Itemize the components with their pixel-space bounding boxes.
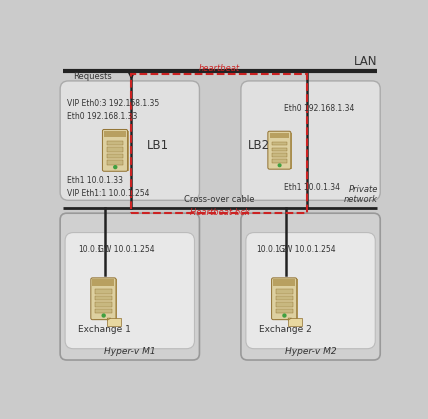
Text: heartbeat: heartbeat	[199, 64, 240, 73]
Bar	[107, 160, 124, 165]
Bar	[272, 153, 287, 157]
Bar	[131, 75, 307, 213]
Polygon shape	[288, 318, 291, 321]
Bar	[107, 141, 124, 145]
Text: LB1: LB1	[146, 139, 169, 152]
Bar	[273, 279, 295, 286]
Bar	[95, 290, 112, 294]
Bar	[107, 154, 124, 158]
Bar	[276, 309, 293, 313]
Text: Cross-over cable: Cross-over cable	[184, 194, 255, 204]
Bar	[276, 290, 293, 294]
Text: Eth1 10.0.1.33: Eth1 10.0.1.33	[68, 176, 123, 185]
Circle shape	[102, 314, 105, 317]
FancyBboxPatch shape	[102, 129, 128, 171]
Text: 10.0.1.2: 10.0.1.2	[256, 246, 287, 254]
Text: GW 10.0.1.254: GW 10.0.1.254	[279, 246, 336, 254]
FancyBboxPatch shape	[246, 233, 375, 349]
FancyBboxPatch shape	[65, 233, 194, 349]
Text: Exchange 1: Exchange 1	[78, 325, 131, 334]
Text: Eth0 192.168.1.34: Eth0 192.168.1.34	[284, 103, 354, 113]
Bar	[95, 303, 112, 307]
Bar	[107, 147, 124, 152]
Bar	[272, 159, 287, 163]
Circle shape	[114, 166, 117, 168]
Bar	[95, 309, 112, 313]
FancyBboxPatch shape	[107, 318, 121, 326]
Circle shape	[283, 314, 286, 317]
Bar	[270, 133, 289, 139]
FancyBboxPatch shape	[60, 213, 199, 360]
Text: Heartbeat bck: Heartbeat bck	[190, 208, 249, 217]
Circle shape	[278, 164, 281, 167]
FancyBboxPatch shape	[268, 131, 291, 169]
Text: VIP Eth0:3 192.168.1.35: VIP Eth0:3 192.168.1.35	[68, 99, 160, 108]
FancyBboxPatch shape	[271, 133, 292, 169]
Text: Exchange 2: Exchange 2	[259, 325, 312, 334]
FancyBboxPatch shape	[95, 279, 117, 320]
FancyBboxPatch shape	[91, 278, 116, 320]
FancyBboxPatch shape	[288, 318, 302, 326]
FancyBboxPatch shape	[275, 279, 298, 320]
Bar	[92, 279, 114, 286]
FancyBboxPatch shape	[241, 213, 380, 360]
Text: 10.0.1.1: 10.0.1.1	[78, 246, 110, 254]
Text: Eth1 10.0.1.34: Eth1 10.0.1.34	[284, 183, 340, 191]
Text: GW 10.0.1.254: GW 10.0.1.254	[98, 246, 155, 254]
FancyBboxPatch shape	[106, 131, 129, 171]
Text: VIP Eth1:1 10.0.1.254: VIP Eth1:1 10.0.1.254	[68, 189, 150, 198]
Bar	[95, 296, 112, 300]
Bar	[276, 296, 293, 300]
Bar	[272, 147, 287, 151]
Text: Hyper-v M1: Hyper-v M1	[104, 347, 156, 356]
FancyBboxPatch shape	[272, 278, 297, 320]
Text: Hyper-v M2: Hyper-v M2	[285, 347, 336, 356]
Text: LB2: LB2	[247, 139, 270, 152]
FancyBboxPatch shape	[241, 81, 380, 200]
Text: LAN: LAN	[354, 55, 377, 68]
Polygon shape	[107, 318, 111, 321]
Text: Requests: Requests	[74, 72, 112, 81]
Bar	[276, 303, 293, 307]
Text: Private
network: Private network	[344, 185, 378, 204]
Bar	[272, 142, 287, 145]
Text: Eth0 192.168.1.33: Eth0 192.168.1.33	[68, 111, 138, 121]
FancyBboxPatch shape	[60, 81, 199, 200]
Bar	[104, 131, 126, 137]
